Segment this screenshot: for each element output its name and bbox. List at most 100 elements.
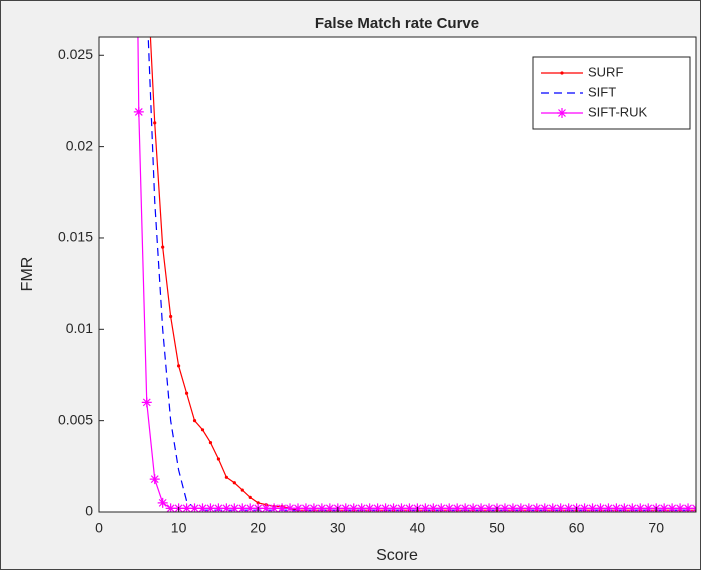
x-tick-label: 20	[250, 520, 266, 536]
data-point	[153, 121, 157, 125]
y-tick-label: 0.01	[66, 320, 93, 336]
data-point	[205, 503, 216, 512]
data-point	[221, 503, 232, 512]
data-point	[372, 503, 383, 512]
legend-label: SIFT	[588, 84, 616, 99]
data-point	[675, 503, 686, 512]
x-tick-label: 70	[648, 520, 664, 536]
legend-marker	[560, 71, 564, 75]
data-point	[300, 503, 311, 512]
data-point	[177, 364, 181, 368]
data-point	[444, 503, 455, 512]
plot-area	[133, 37, 696, 512]
axes-box	[98, 36, 697, 513]
data-point	[563, 503, 574, 512]
data-point	[189, 503, 200, 512]
data-point	[611, 503, 622, 512]
data-point	[237, 503, 248, 512]
data-point	[460, 503, 471, 512]
data-point	[197, 503, 208, 512]
y-tick-label: 0.02	[66, 137, 93, 153]
data-point	[181, 503, 192, 512]
data-point	[348, 503, 359, 512]
data-point	[603, 503, 614, 512]
legend-label: SURF	[588, 64, 623, 79]
data-point	[200, 428, 205, 432]
x-tick-label: 60	[569, 520, 585, 536]
data-point	[261, 503, 272, 512]
data-point	[452, 503, 463, 512]
data-point	[248, 495, 252, 499]
data-point	[388, 503, 399, 512]
data-point	[595, 503, 606, 512]
data-point	[184, 391, 189, 395]
data-point	[340, 503, 351, 512]
x-tick-label: 40	[410, 520, 426, 536]
data-point	[245, 503, 256, 512]
data-point	[165, 503, 176, 512]
data-point	[555, 503, 566, 512]
data-point	[579, 503, 590, 512]
x-axis-label: Score	[376, 547, 418, 564]
data-point	[523, 503, 534, 512]
data-point	[515, 503, 526, 512]
chart-title: False Match rate Curve	[315, 15, 479, 32]
data-point	[587, 503, 598, 512]
data-point	[149, 474, 160, 485]
data-point	[380, 503, 391, 512]
x-tick-label: 0	[95, 520, 103, 536]
data-point	[396, 503, 407, 512]
data-point	[277, 503, 288, 512]
data-point	[157, 497, 168, 508]
data-point	[507, 503, 518, 512]
y-tick-label: 0.015	[58, 229, 93, 245]
data-point	[476, 503, 487, 512]
data-point	[484, 503, 495, 512]
y-axis-label: FMR	[19, 257, 36, 292]
data-point	[436, 503, 447, 512]
data-point	[468, 503, 479, 512]
data-point	[643, 503, 654, 512]
x-tick-label: 50	[489, 520, 505, 536]
x-tick-label: 30	[330, 520, 346, 536]
data-point	[547, 503, 558, 512]
data-point	[635, 503, 646, 512]
data-point	[169, 314, 173, 319]
data-point	[161, 245, 165, 249]
data-point	[192, 419, 197, 423]
data-point	[232, 481, 236, 485]
y-tick-label: 0.025	[58, 46, 93, 62]
data-point	[229, 503, 240, 512]
data-point	[659, 503, 670, 512]
legend-label: SIFT-RUK	[588, 104, 648, 119]
data-point	[683, 503, 694, 512]
data-point	[356, 503, 367, 512]
data-point	[256, 501, 260, 505]
data-point	[240, 488, 244, 492]
data-point	[269, 503, 280, 512]
data-point	[404, 503, 415, 512]
legend-marker	[557, 108, 567, 118]
data-point	[667, 503, 678, 512]
data-point	[224, 475, 228, 479]
data-point	[499, 503, 510, 512]
data-point	[420, 503, 431, 512]
series-line	[147, 37, 696, 511]
data-point	[285, 503, 296, 512]
x-tick-label: 10	[171, 520, 187, 536]
data-point	[316, 503, 327, 512]
data-point	[216, 457, 220, 461]
data-point	[324, 503, 335, 512]
data-point	[293, 503, 303, 512]
data-point	[213, 503, 224, 512]
data-point	[208, 440, 213, 445]
data-point	[428, 503, 439, 512]
data-point	[531, 503, 542, 512]
data-point	[141, 397, 152, 408]
y-tick-label: 0	[85, 503, 93, 519]
data-point	[364, 503, 375, 512]
data-point	[133, 106, 144, 117]
y-tick-label: 0.005	[58, 411, 93, 427]
data-point	[539, 503, 550, 512]
